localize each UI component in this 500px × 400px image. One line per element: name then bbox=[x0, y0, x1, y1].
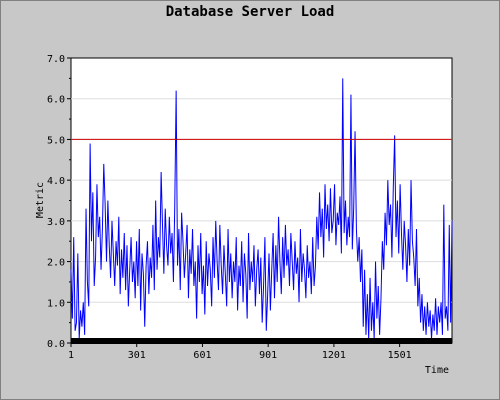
chart-title: Database Server Load bbox=[165, 4, 335, 20]
x-axis-title: Time bbox=[425, 365, 449, 376]
y-tick-label: 6.0 bbox=[47, 95, 65, 106]
y-tick-label: 2.0 bbox=[47, 258, 65, 269]
y-tick-label: 1.0 bbox=[47, 298, 65, 309]
y-tick-label: 5.0 bbox=[47, 135, 65, 146]
series-line bbox=[70, 78, 453, 339]
x-tick-label: 901 bbox=[259, 350, 277, 361]
y-tick-label: 4.0 bbox=[47, 176, 65, 187]
x-tick-label: 1 bbox=[68, 350, 74, 361]
y-axis: 0.0 1.0 2.0 3.0 4.0 5.0 6.0 7.0 bbox=[47, 54, 71, 350]
y-tick-label: 3.0 bbox=[47, 217, 65, 228]
x-axis: 1 301 601 901 1201 1501 bbox=[68, 343, 412, 361]
x-tick-label: 301 bbox=[128, 350, 146, 361]
x-tick-label: 1501 bbox=[388, 350, 412, 361]
y-tick-label: 7.0 bbox=[47, 54, 65, 65]
x-axis-bar bbox=[71, 338, 452, 344]
y-tick-label: 0.0 bbox=[47, 339, 65, 350]
x-tick-label: 1201 bbox=[322, 350, 346, 361]
y-axis-title: Metric bbox=[35, 182, 46, 218]
x-tick-label: 601 bbox=[193, 350, 211, 361]
